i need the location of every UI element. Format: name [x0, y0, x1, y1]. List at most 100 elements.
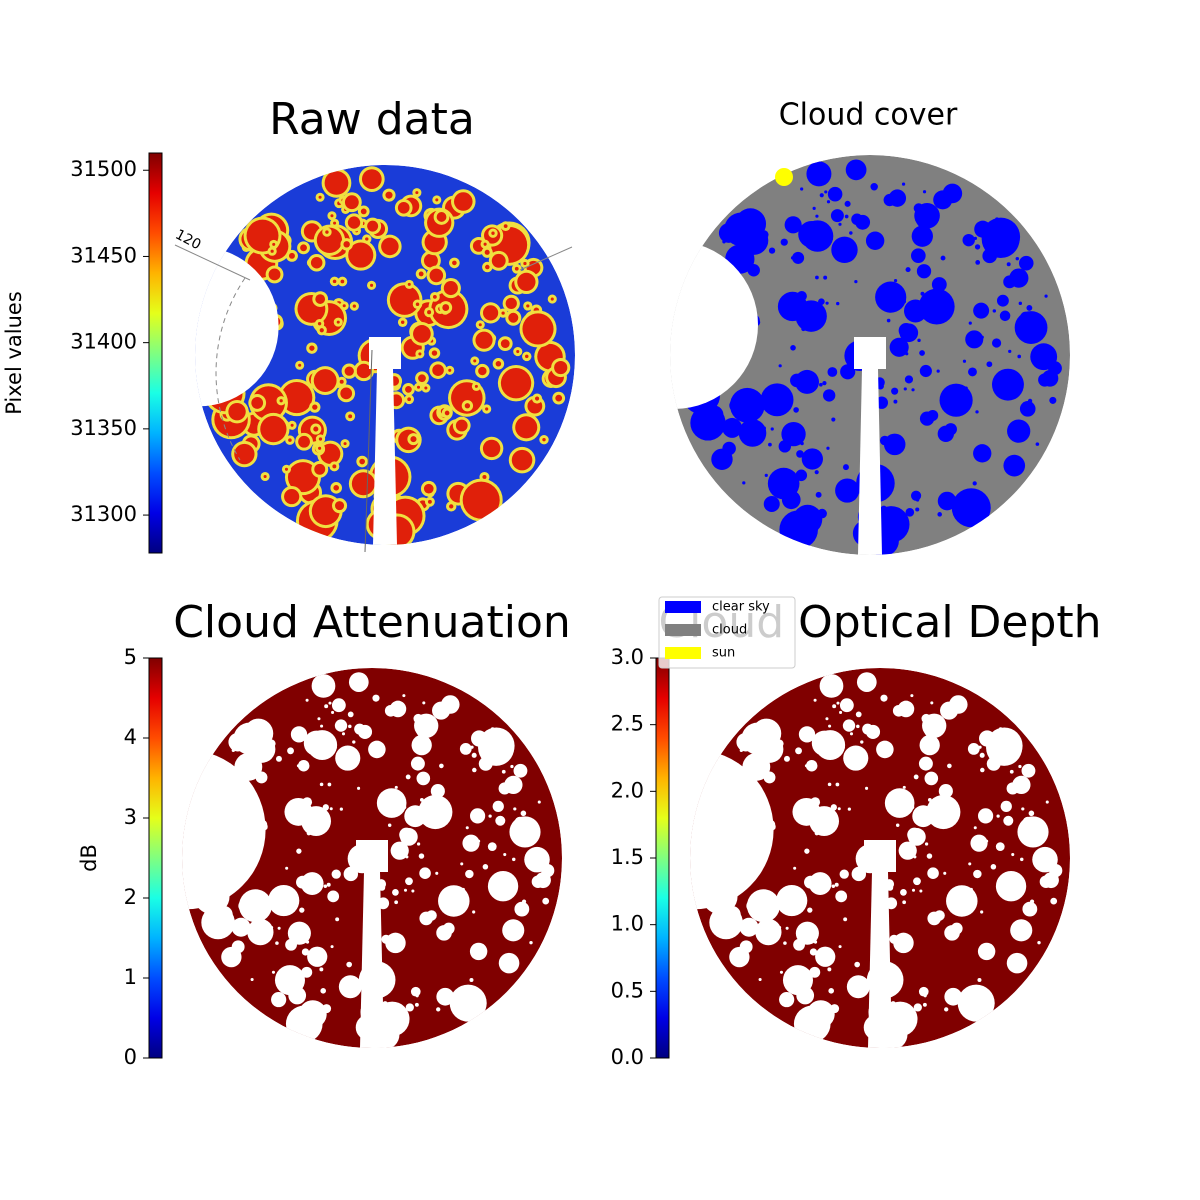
blob: [807, 907, 813, 913]
blob: [318, 446, 322, 450]
blob: [910, 805, 915, 809]
blob: [299, 907, 305, 913]
colorbar-tick-label: 1: [124, 965, 137, 989]
blob: [931, 715, 942, 725]
blob: [763, 496, 780, 513]
blob: [482, 439, 501, 458]
blob: [819, 382, 823, 387]
blob: [512, 857, 516, 862]
blob: [277, 926, 281, 930]
blob: [951, 488, 991, 528]
blob: [298, 363, 302, 367]
blob: [870, 182, 878, 191]
blob: [442, 922, 455, 935]
blob: [962, 233, 975, 247]
blob: [307, 946, 328, 967]
blob: [478, 756, 493, 771]
blob: [808, 872, 832, 895]
blob: [464, 403, 471, 409]
blob: [482, 474, 487, 479]
blob: [922, 813, 927, 818]
blob: [977, 977, 982, 982]
blob: [838, 744, 845, 751]
blob: [305, 940, 310, 944]
blob: [442, 304, 450, 311]
blob: [825, 301, 829, 305]
blob: [275, 941, 279, 945]
colorbar-tick-label: 3: [124, 805, 137, 829]
blob: [522, 313, 554, 345]
blob: [323, 884, 328, 888]
blob: [749, 244, 753, 248]
blob: [826, 446, 830, 450]
blob: [348, 414, 353, 419]
blob: [423, 253, 438, 268]
blob: [741, 722, 774, 755]
blob: [903, 387, 907, 391]
blob: [991, 338, 1002, 348]
blob: [911, 225, 933, 247]
blob: [510, 764, 514, 769]
blob: [898, 841, 917, 860]
blob: [778, 440, 792, 453]
blob: [1037, 940, 1041, 945]
blob: [891, 387, 899, 395]
blob: [810, 797, 821, 807]
blob: [986, 734, 990, 738]
blob: [940, 255, 946, 261]
blob: [729, 399, 742, 412]
blob: [779, 970, 783, 974]
blob: [876, 740, 894, 759]
blob: [271, 991, 287, 1008]
blob: [397, 201, 410, 214]
blob: [812, 206, 816, 210]
blob: [313, 369, 337, 392]
blob: [306, 831, 311, 836]
blob: [403, 888, 408, 892]
blob: [501, 311, 505, 315]
blob: [271, 970, 275, 974]
blob: [472, 767, 477, 773]
colorbar-tick-label: 1.0: [611, 912, 644, 936]
colorbar: [148, 152, 163, 554]
blob: [838, 222, 842, 226]
blob: [826, 200, 831, 204]
blob: [1049, 396, 1057, 404]
blob: [487, 871, 519, 902]
blob: [1017, 816, 1049, 848]
blob: [340, 387, 353, 400]
blob: [418, 271, 424, 277]
blob: [902, 299, 907, 304]
blob: [469, 977, 474, 982]
blob: [913, 855, 917, 859]
blob: [1018, 255, 1034, 271]
blob: [317, 321, 322, 326]
blob: [964, 386, 968, 390]
blob: [939, 913, 945, 919]
blob: [814, 470, 819, 475]
blob: [285, 866, 289, 870]
blob: [763, 771, 776, 784]
legend-label: clear sky: [712, 600, 770, 615]
polar-annotation: 120: [172, 227, 203, 254]
blob: [854, 280, 858, 284]
blob: [796, 291, 807, 302]
blob: [917, 338, 921, 343]
blob: [915, 507, 920, 512]
blob: [247, 918, 274, 946]
blob: [416, 385, 421, 389]
cutout: [854, 337, 886, 369]
blob: [455, 419, 468, 432]
blob: [427, 310, 432, 315]
blob: [947, 763, 952, 769]
blob: [895, 823, 900, 827]
blob: [436, 212, 447, 222]
blob: [275, 755, 282, 762]
blob: [746, 889, 780, 923]
blob: [281, 381, 313, 414]
blob: [424, 386, 428, 390]
blob: [405, 386, 412, 393]
blob: [392, 889, 399, 896]
blob: [459, 743, 472, 755]
blob: [1007, 419, 1031, 443]
